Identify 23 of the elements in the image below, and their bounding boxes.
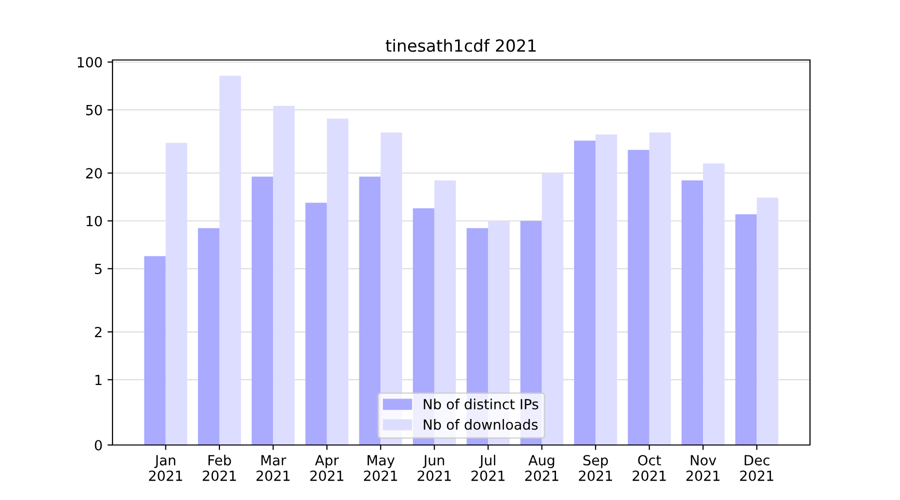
x-tick-label: Dec 2021 <box>740 455 774 482</box>
x-tick-label: Aug 2021 <box>525 455 558 482</box>
y-tick-label: 1 <box>95 374 102 385</box>
y-tick-label: 100 <box>78 57 102 68</box>
y-tick-label: 50 <box>86 104 102 116</box>
y-tick-label: 0 <box>94 440 102 450</box>
x-tick-label: Jan 2021 <box>149 455 182 482</box>
x-tick-label: Nov 2021 <box>686 455 720 482</box>
x-tick-label: Jul 2021 <box>471 454 505 482</box>
x-tick-label: Mar 2021 <box>256 455 290 482</box>
legend-label: Nb of distinct IPs <box>424 398 538 410</box>
y-tick-label: 10 <box>86 216 102 226</box>
x-tick-label: Feb 2021 <box>202 454 236 482</box>
x-tick-label: Oct 2021 <box>632 454 666 482</box>
legend-label: Nb of downloads <box>424 419 538 430</box>
x-tick-label: Jun 2021 <box>418 455 451 482</box>
y-tick-label: 2 <box>94 326 102 338</box>
y-tick-label: 20 <box>86 168 102 179</box>
y-tick-label: 5 <box>95 264 102 274</box>
x-tick-label: Apr 2021 <box>310 455 344 482</box>
x-tick-label: Sep 2021 <box>578 454 612 482</box>
x-tick-label: May 2021 <box>364 455 398 482</box>
chart-title: tinesath1cdf 2021 <box>386 39 536 52</box>
